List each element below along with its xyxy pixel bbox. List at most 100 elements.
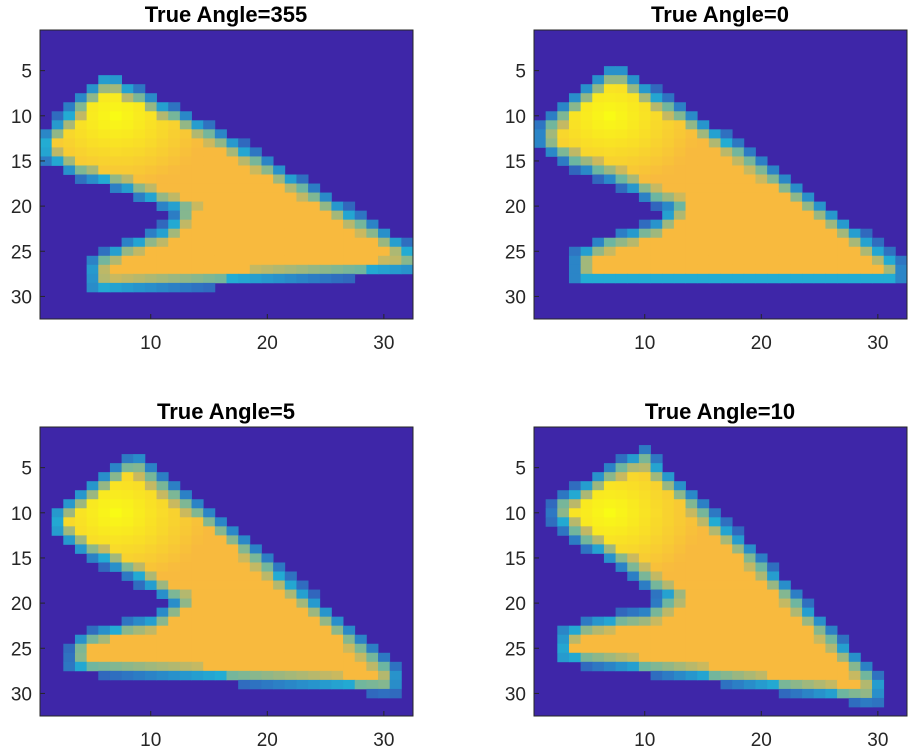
heatmap-cell	[837, 264, 850, 275]
heatmap-cell	[86, 553, 99, 563]
heatmap-cell	[592, 165, 605, 175]
heatmap-cell	[767, 679, 780, 690]
heatmap-cell	[179, 652, 192, 663]
x-tick-label: 20	[257, 730, 278, 751]
heatmap-cell	[331, 634, 344, 645]
heatmap-cell	[378, 246, 391, 257]
y-tick-label: 10	[11, 504, 32, 525]
heatmap-cell	[778, 589, 791, 599]
heatmap-cell	[732, 670, 745, 681]
heatmap-cell	[755, 679, 768, 690]
heatmap-cell	[109, 264, 122, 275]
heatmap-cell	[389, 679, 402, 690]
heatmap-cell	[662, 264, 675, 275]
heatmap-cell	[557, 490, 570, 500]
heatmap-cell	[615, 607, 628, 618]
heatmap-cell	[378, 228, 391, 239]
heatmap-cell	[650, 553, 663, 563]
heatmap-cell	[755, 192, 768, 202]
heatmap-cell	[732, 625, 745, 636]
heatmap-cell	[708, 219, 721, 230]
heatmap-cell	[697, 165, 710, 175]
heatmap-cell	[133, 273, 146, 284]
heatmap-cell	[650, 625, 663, 636]
heatmap-cell	[603, 93, 616, 103]
heatmap-cell	[650, 264, 663, 275]
heatmap-cell	[627, 264, 640, 275]
heatmap-cell	[168, 192, 181, 202]
heatmap-cell	[627, 553, 640, 563]
heatmap-cell	[63, 129, 76, 139]
heatmap	[40, 427, 413, 716]
heatmap-cell	[168, 643, 181, 654]
heatmap-cell	[343, 625, 356, 636]
heatmap-cell	[121, 472, 134, 482]
heatmap-cell	[109, 670, 122, 681]
heatmap-cell	[133, 255, 146, 266]
heatmap-cell	[627, 75, 640, 85]
heatmap-cell	[813, 237, 826, 248]
heatmap-cell	[743, 571, 756, 581]
heatmap-cell	[592, 129, 605, 139]
heatmap-cell	[343, 210, 356, 221]
heatmap-cell	[755, 255, 768, 266]
heatmap-cell	[121, 282, 134, 293]
heatmap-cell	[708, 643, 721, 654]
heatmap-cell	[74, 129, 88, 139]
heatmap-cell	[98, 120, 111, 130]
heatmap-cell	[627, 517, 640, 527]
heatmap-cell	[627, 661, 640, 672]
heatmap-cell	[121, 553, 134, 563]
heatmap-cell	[296, 228, 309, 239]
heatmap-cell	[249, 273, 262, 284]
heatmap-cell	[74, 138, 88, 148]
heatmap-cell	[592, 652, 605, 663]
heatmap-cell	[51, 147, 64, 157]
heatmap-cell	[98, 535, 111, 545]
heatmap-cell	[354, 255, 367, 266]
heatmap-cell	[615, 652, 628, 663]
heatmap-cell	[802, 652, 815, 663]
heatmap-cell	[144, 282, 157, 293]
heatmap-cell	[354, 219, 367, 230]
heatmap-cell	[168, 499, 181, 509]
heatmap-cell	[238, 652, 251, 663]
heatmap-cell	[638, 84, 651, 94]
heatmap-cell	[685, 111, 698, 121]
heatmap-cell	[650, 652, 663, 663]
heatmap-cell	[708, 138, 721, 148]
heatmap-cell	[767, 571, 780, 581]
heatmap-cell	[557, 634, 570, 645]
heatmap-cell	[238, 165, 251, 175]
heatmap-cell	[860, 255, 873, 266]
heatmap-cell	[743, 670, 756, 681]
heatmap-cell	[627, 616, 640, 627]
heatmap-cell	[802, 264, 815, 275]
heatmap-cell	[662, 535, 675, 545]
heatmap-cell	[144, 643, 157, 654]
heatmap-cell	[144, 264, 157, 275]
heatmap-cell	[685, 156, 698, 166]
heatmap-cell	[697, 634, 710, 645]
heatmap-cell	[191, 616, 204, 627]
heatmap-cell	[133, 643, 146, 654]
heatmap-cell	[662, 93, 675, 103]
heatmap-cell	[191, 535, 204, 545]
heatmap-cell	[802, 255, 815, 266]
heatmap-cell	[121, 571, 134, 581]
heatmap-cell	[790, 652, 803, 663]
heatmap-cell	[557, 129, 570, 139]
heatmap-cell	[319, 255, 332, 266]
heatmap-cell	[203, 589, 216, 599]
heatmap-cell	[389, 661, 402, 672]
heatmap-cell	[168, 652, 181, 663]
heatmap-cell	[790, 616, 803, 627]
heatmap-cell	[720, 544, 733, 554]
heatmap-cell	[354, 237, 367, 248]
heatmap-cell	[755, 634, 768, 645]
heatmap-cell	[343, 652, 356, 663]
heatmap-cell	[638, 625, 651, 636]
heatmap-cell	[319, 652, 332, 663]
heatmap-cell	[662, 102, 675, 112]
heatmap-cell	[74, 544, 88, 554]
